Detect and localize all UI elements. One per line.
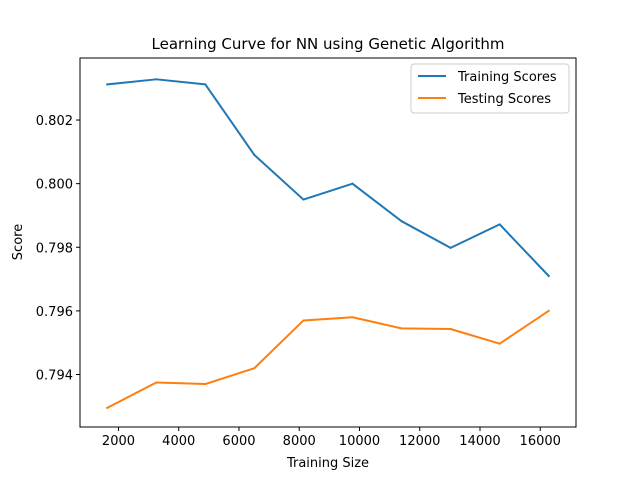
x-tick-label: 6000	[222, 434, 255, 449]
x-tick-label: 2000	[102, 434, 135, 449]
data-point-testing-scores	[498, 342, 501, 345]
y-tick-label: 0.800	[36, 178, 73, 193]
data-point-testing-scores	[253, 367, 256, 370]
y-tick-label: 0.802	[36, 114, 73, 129]
data-point-training-scores	[400, 220, 403, 223]
data-point-testing-scores	[302, 319, 305, 322]
plot-frame	[79, 57, 577, 428]
x-tick-label: 4000	[162, 434, 195, 449]
series-line-testing-scores	[105, 309, 551, 410]
legend: Training Scores Testing Scores	[410, 63, 570, 114]
x-tick-label: 16000	[520, 434, 561, 449]
x-tick-label: 10000	[339, 434, 380, 449]
data-point-testing-scores	[449, 328, 452, 331]
data-point-training-scores	[106, 83, 109, 86]
y-tick-label: 0.796	[36, 305, 73, 320]
legend-label-training: Training Scores	[457, 70, 557, 85]
x-tick-label: 14000	[459, 434, 500, 449]
data-point-testing-scores	[106, 406, 109, 409]
x-tick-label: 8000	[283, 434, 316, 449]
data-point-testing-scores	[204, 383, 207, 386]
chart-title: Learning Curve for NN using Genetic Algo…	[152, 35, 505, 53]
legend-box	[410, 63, 570, 114]
x-axis-label: Training Size	[286, 456, 369, 471]
series-layer	[105, 78, 551, 410]
data-point-testing-scores	[547, 309, 550, 312]
y-tick-label: 0.798	[36, 241, 73, 256]
data-point-testing-scores	[351, 316, 354, 319]
x-axis-ticks: 2000 4000 6000 8000 10000 12000 14000 16000	[102, 427, 561, 449]
data-point-training-scores	[302, 198, 305, 201]
series-line-training-scores	[106, 78, 551, 278]
data-point-training-scores	[351, 182, 354, 185]
data-point-training-scores	[498, 223, 501, 226]
legend-label-testing: Testing Scores	[457, 92, 551, 107]
data-point-training-scores	[155, 78, 158, 81]
data-point-testing-scores	[400, 327, 403, 330]
data-point-training-scores	[204, 83, 207, 86]
data-point-training-scores	[547, 274, 550, 277]
y-tick-label: 0.794	[36, 369, 73, 384]
x-tick-label: 12000	[399, 434, 440, 449]
data-point-training-scores	[449, 246, 452, 249]
data-point-testing-scores	[155, 381, 158, 384]
y-axis-ticks: 0.794 0.796 0.798 0.800 0.802	[36, 114, 80, 384]
y-axis-label: Score	[11, 224, 26, 260]
data-point-training-scores	[253, 154, 256, 157]
plot-background	[80, 58, 576, 427]
